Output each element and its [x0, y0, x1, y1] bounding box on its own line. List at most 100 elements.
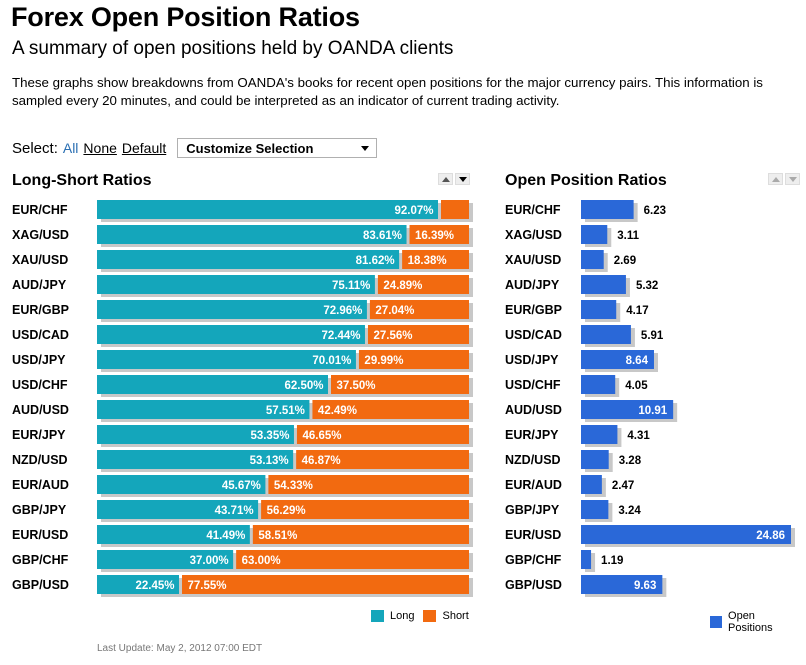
open-position-bar — [581, 425, 618, 444]
short-bar — [369, 300, 469, 319]
open-value-label: 3.24 — [618, 505, 641, 517]
open-value-label: 10.91 — [638, 405, 667, 417]
open-position-bar — [581, 200, 634, 219]
short-value-label: 58.51% — [258, 530, 297, 542]
select-none-link[interactable]: None — [83, 140, 117, 156]
category-label: EUR/JPY — [12, 428, 66, 442]
open-position-bar — [581, 550, 592, 569]
category-label: EUR/CHF — [12, 203, 68, 217]
bar-shadow — [585, 378, 620, 397]
category-label: AUD/JPY — [505, 278, 560, 292]
category-label: AUD/JPY — [12, 278, 67, 292]
long-bar — [97, 450, 294, 469]
category-label: AUD/USD — [505, 403, 562, 417]
bar-shadow — [585, 478, 606, 497]
category-label: EUR/CHF — [505, 203, 561, 217]
long-bar — [97, 225, 407, 244]
sort-up-button[interactable] — [438, 173, 453, 185]
open-value-label: 24.86 — [756, 530, 785, 542]
open-position-bar — [581, 500, 609, 519]
bar-shadow — [585, 328, 635, 347]
short-value-label: 18.38% — [408, 255, 447, 267]
open-position-bar — [581, 375, 616, 394]
bar-shadow — [585, 403, 678, 422]
legend-open: Open Positions — [710, 610, 797, 634]
long-bar — [97, 400, 310, 419]
short-value-label: 29.99% — [364, 355, 403, 367]
long-bar — [97, 500, 259, 519]
category-label: AUD/USD — [12, 403, 69, 417]
long-bar — [97, 325, 365, 344]
short-value-label: 56.29% — [267, 505, 306, 517]
long-value-label: 75.11% — [332, 280, 370, 292]
open-position-legend: Open Positions — [710, 610, 806, 634]
open-value-label: 5.32 — [636, 280, 658, 292]
open-value-label: 9.63 — [634, 580, 656, 592]
short-bar — [409, 225, 469, 244]
open-position-bar — [581, 225, 608, 244]
open-value-label: 6.23 — [644, 205, 666, 217]
bar-shadow — [585, 278, 630, 297]
long-bar — [97, 275, 375, 294]
open-position-sort-controls — [768, 173, 800, 185]
open-position-bar — [581, 300, 617, 319]
long-value-label: 37.00% — [190, 555, 229, 567]
long-bar — [97, 475, 266, 494]
open-position-bar — [581, 350, 654, 369]
open-value-label: 8.64 — [626, 355, 649, 367]
select-default-link[interactable]: Default — [121, 140, 167, 156]
open-position-bar — [581, 575, 663, 594]
short-bar — [358, 350, 469, 369]
long-bar — [97, 375, 328, 394]
long-value-label: 72.96% — [323, 305, 362, 317]
short-bar — [441, 200, 469, 219]
short-value-label: 46.87% — [302, 455, 341, 467]
long-value-label: 22.45% — [135, 580, 174, 592]
short-bar — [331, 375, 469, 394]
open-position-bar — [581, 475, 602, 494]
short-bar — [377, 275, 469, 294]
short-bar — [367, 325, 469, 344]
arrow-down-icon — [789, 177, 797, 182]
long-value-label: 62.50% — [284, 380, 323, 392]
sort-up-button[interactable] — [768, 173, 783, 185]
long-value-label: 83.61% — [363, 230, 402, 242]
sort-down-button[interactable] — [455, 173, 470, 185]
long-short-chart: EUR/CHF 92.07% XAG/USD 83.61% 16.39% XAU/USD 8… — [12, 200, 473, 597]
short-value-label: 63.00% — [242, 555, 281, 567]
sort-down-button[interactable] — [785, 173, 800, 185]
open-position-bar — [581, 275, 626, 294]
bar-shadow — [585, 453, 613, 472]
category-label: EUR/USD — [505, 528, 561, 542]
open-value-label: 4.31 — [627, 430, 650, 442]
short-bar — [252, 525, 469, 544]
category-label: EUR/GBP — [12, 303, 69, 317]
long-value-label: 53.35% — [250, 430, 289, 442]
bar-shadow — [585, 353, 658, 372]
short-value-label: 37.50% — [337, 380, 376, 392]
dropdown-value: Customize Selection — [186, 140, 314, 156]
short-value-label: 77.55% — [188, 580, 227, 592]
legend-long-swatch — [371, 610, 384, 622]
chevron-down-icon — [361, 146, 370, 151]
open-position-bar — [581, 325, 631, 344]
select-all-link[interactable]: All — [62, 140, 79, 156]
long-value-label: 81.62% — [356, 255, 395, 267]
bar-shadow — [585, 303, 621, 322]
open-value-label: 5.91 — [641, 330, 664, 342]
long-short-title: Long-Short Ratios — [12, 172, 152, 189]
open-value-label: 2.69 — [614, 255, 636, 267]
bar-shadow — [585, 503, 613, 522]
page-title: Forex Open Position Ratios — [11, 2, 360, 32]
customize-selection-dropdown[interactable]: Customize Selection — [177, 138, 378, 158]
category-label: GBP/JPY — [12, 503, 67, 517]
arrow-up-icon — [772, 177, 780, 182]
category-label: USD/CAD — [505, 328, 562, 342]
long-bar — [97, 575, 180, 594]
open-position-bar — [581, 250, 604, 269]
last-update: Last Update: May 2, 2012 07:00 EDT — [97, 643, 263, 654]
bar-shadow — [585, 578, 667, 597]
long-value-label: 57.51% — [266, 405, 305, 417]
bar-shadow — [585, 528, 795, 547]
category-label: EUR/USD — [12, 528, 68, 542]
